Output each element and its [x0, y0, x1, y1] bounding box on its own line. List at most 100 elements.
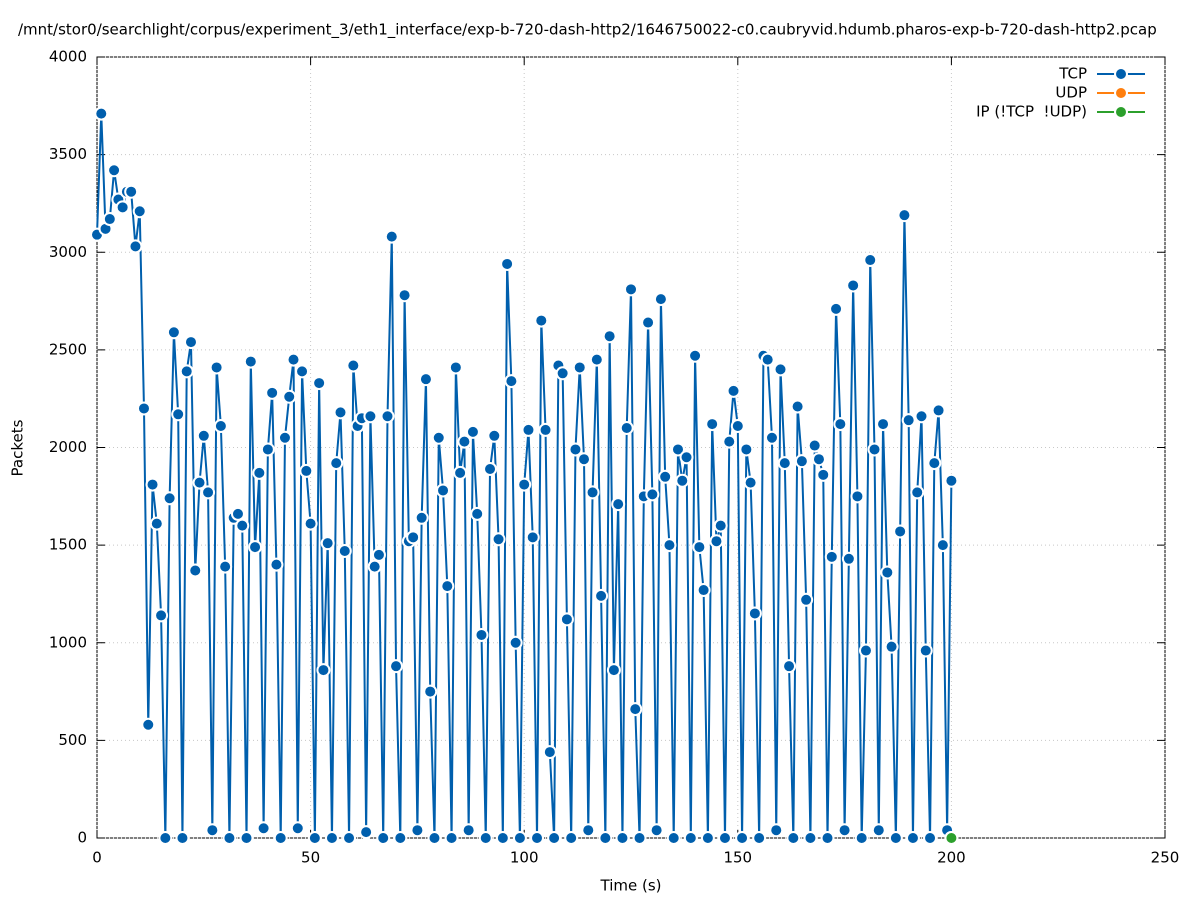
data-point: [478, 831, 493, 845]
data-point: [124, 184, 139, 199]
data-point: [777, 456, 792, 471]
data-point: [893, 524, 908, 539]
data-point: [811, 452, 826, 467]
data-point: [829, 301, 844, 316]
data-point: [457, 434, 472, 449]
data-point: [201, 485, 216, 500]
data-point: [406, 530, 421, 545]
y-tick-label: 3500: [49, 145, 87, 163]
data-point: [525, 530, 540, 545]
data-point: [363, 409, 378, 424]
data-point: [218, 559, 233, 574]
data-point: [905, 831, 920, 845]
data-point: [222, 831, 237, 845]
data-point: [286, 352, 301, 367]
data-point: [713, 518, 728, 533]
data-point: [653, 292, 668, 307]
data-point: [470, 506, 485, 521]
data-point: [418, 372, 433, 387]
data-point: [572, 360, 587, 375]
data-point: [598, 831, 613, 845]
data-point: [547, 831, 562, 845]
data-point: [436, 483, 451, 498]
data-point: [854, 831, 869, 845]
data-point: [683, 831, 698, 845]
data-point: [371, 547, 386, 562]
data-point: [465, 424, 480, 439]
x-tick-label: 150: [723, 849, 752, 867]
data-point: [132, 204, 147, 219]
data-point: [333, 405, 348, 420]
data-point: [782, 659, 797, 674]
data-point: [824, 549, 839, 564]
legend-swatch-marker: [1114, 67, 1128, 81]
x-tick-label: 100: [510, 849, 539, 867]
y-tick-label: 2500: [49, 340, 87, 358]
data-point: [542, 745, 557, 760]
data-point: [273, 831, 288, 845]
data-point: [393, 831, 408, 845]
data-point: [461, 823, 476, 838]
data-point: [884, 639, 899, 654]
data-point: [581, 823, 596, 838]
plot-area: [90, 106, 959, 845]
data-point: [628, 702, 643, 717]
x-tick-label: 200: [937, 849, 966, 867]
data-point: [115, 200, 130, 215]
data-point: [474, 627, 489, 642]
data-point: [615, 831, 630, 845]
data-point: [205, 823, 220, 838]
data-point: [487, 428, 502, 443]
data-point: [277, 430, 292, 445]
data-point: [670, 442, 685, 457]
data-point: [803, 831, 818, 845]
data-point: [820, 831, 835, 845]
data-point: [726, 383, 741, 398]
data-point: [414, 510, 429, 525]
data-point: [307, 831, 322, 845]
data-point: [602, 329, 617, 344]
y-tick-label: 500: [58, 731, 87, 749]
data-point: [769, 823, 784, 838]
data-point: [692, 540, 707, 555]
data-point: [923, 831, 938, 845]
data-point: [944, 831, 959, 845]
data-point: [611, 497, 626, 512]
data-point: [389, 659, 404, 674]
data-point: [256, 821, 271, 836]
data-point: [295, 364, 310, 379]
y-tick-label: 2000: [49, 438, 87, 456]
data-point: [743, 475, 758, 490]
data-point: [166, 325, 181, 340]
data-point: [508, 635, 523, 650]
data-point: [790, 399, 805, 414]
y-tick-label: 4000: [49, 48, 87, 66]
data-point: [799, 592, 814, 607]
data-point: [128, 239, 143, 254]
data-point: [760, 352, 775, 367]
data-point: [559, 612, 574, 627]
data-point: [141, 717, 156, 732]
data-point: [495, 831, 510, 845]
data-point: [521, 422, 536, 437]
data-point: [897, 208, 912, 223]
data-point: [444, 831, 459, 845]
data-point: [346, 358, 361, 373]
data-point: [504, 374, 519, 389]
data-point: [658, 469, 673, 484]
data-point: [179, 364, 194, 379]
data-point: [188, 563, 203, 578]
x-axis-label: Time (s): [600, 877, 662, 895]
legend-label: TCP: [1058, 65, 1087, 83]
data-point: [290, 821, 305, 836]
data-point: [662, 538, 677, 553]
data-point: [935, 538, 950, 553]
data-point: [568, 442, 583, 457]
data-point: [367, 559, 382, 574]
data-point: [577, 452, 592, 467]
data-point: [431, 430, 446, 445]
data-point: [427, 831, 442, 845]
data-point: [282, 389, 297, 404]
data-point: [145, 477, 160, 492]
data-point: [162, 491, 177, 506]
